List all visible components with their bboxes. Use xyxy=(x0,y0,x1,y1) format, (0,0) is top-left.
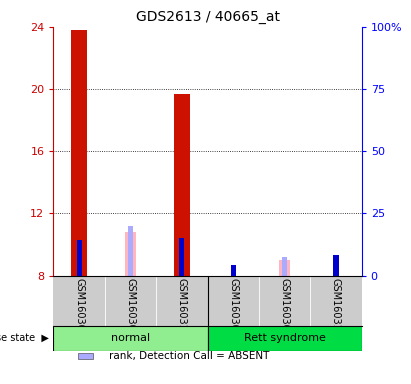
Text: percentile rank within the sample: percentile rank within the sample xyxy=(109,311,285,321)
Text: Rett syndrome: Rett syndrome xyxy=(244,333,326,343)
Bar xyxy=(279,260,290,276)
Text: GSM160310: GSM160310 xyxy=(177,278,187,337)
Bar xyxy=(78,353,93,359)
Text: GSM160307: GSM160307 xyxy=(228,278,238,337)
Text: GSM160309: GSM160309 xyxy=(279,278,290,337)
Bar xyxy=(208,326,362,351)
Bar xyxy=(174,94,189,276)
Bar xyxy=(78,333,93,339)
Text: value, Detection Call = ABSENT: value, Detection Call = ABSENT xyxy=(109,331,274,341)
Text: normal: normal xyxy=(111,333,150,343)
Bar xyxy=(125,232,136,276)
Bar xyxy=(78,312,93,319)
Title: GDS2613 / 40665_at: GDS2613 / 40665_at xyxy=(136,10,279,25)
Bar xyxy=(231,265,236,276)
Text: count: count xyxy=(109,290,139,300)
Text: disease state  ▶: disease state ▶ xyxy=(0,333,49,343)
Text: rank, Detection Call = ABSENT: rank, Detection Call = ABSENT xyxy=(109,351,269,361)
Text: GSM160311: GSM160311 xyxy=(331,278,341,337)
Bar xyxy=(78,292,93,298)
Bar xyxy=(76,240,82,276)
Bar xyxy=(282,257,287,276)
Bar xyxy=(333,255,339,276)
Bar xyxy=(53,326,208,351)
Bar xyxy=(179,238,185,276)
Bar xyxy=(72,30,87,276)
Text: GSM160308: GSM160308 xyxy=(125,278,136,337)
Bar xyxy=(128,226,133,276)
Text: GSM160306: GSM160306 xyxy=(74,278,84,337)
